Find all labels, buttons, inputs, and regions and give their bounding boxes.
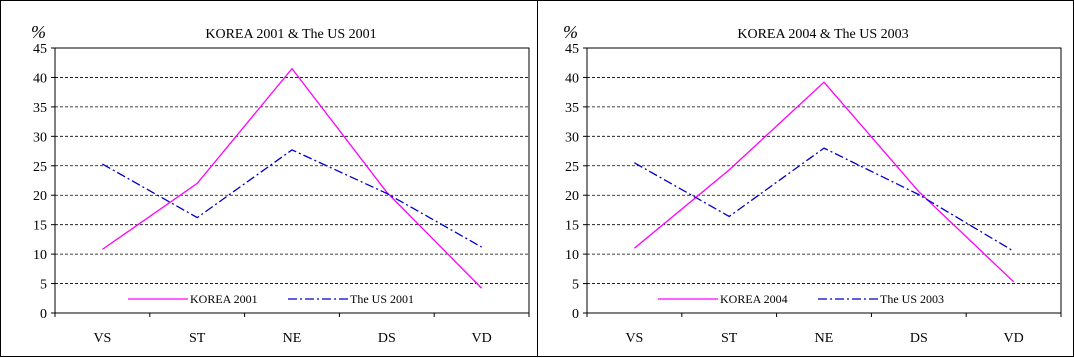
legend-label-1: The US 2001 xyxy=(350,292,414,306)
y-tick-label: 45 xyxy=(33,42,47,57)
y-axis-label: % xyxy=(563,22,578,42)
y-axis-label: % xyxy=(31,22,46,42)
y-tick-label: 40 xyxy=(565,71,579,86)
chart-panel-korea-2004: 0 5 10 15 20 25 30 35 40 45 VS ST NE DS VD% KOREA 2004 … xyxy=(537,0,1074,357)
y-tick-label: 10 xyxy=(565,248,579,263)
chart-panel-korea-2001: 0 5 10 15 20 25 30 35 40 45 VS ST NE DS VD% KOREA 2001 … xyxy=(0,0,538,357)
series-line-1 xyxy=(102,149,482,248)
x-tick-label-ds: DS xyxy=(910,331,928,346)
series-line-1 xyxy=(634,147,1014,252)
plot-area xyxy=(54,47,530,314)
y-tick-label: 5 xyxy=(40,278,47,293)
x-tick-label-vd: VD xyxy=(471,331,491,346)
x-tick-label-vd: VD xyxy=(1003,331,1023,346)
x-tick-label-ne: NE xyxy=(283,331,302,346)
legend-label-0: KOREA 2004 xyxy=(720,292,788,306)
y-tick-label: 30 xyxy=(565,130,579,145)
x-tick-label-ne: NE xyxy=(815,331,834,346)
y-tick-label: 10 xyxy=(33,248,47,263)
y-tick-label: 20 xyxy=(565,189,579,204)
x-tick-label-vs: VS xyxy=(625,331,643,346)
y-tick-label: 20 xyxy=(33,189,47,204)
y-tick-label: 15 xyxy=(33,219,47,234)
x-tick-label-st: ST xyxy=(189,331,206,346)
x-tick-label-ds: DS xyxy=(378,331,396,346)
chart-title: KOREA 2004 & The US 2003 xyxy=(737,27,908,42)
y-tick-label: 15 xyxy=(565,219,579,234)
chart-korea-2001-vs-us-2001: 0 5 10 15 20 25 30 35 40 45 VS ST NE DS VD% KOREA 2001 … xyxy=(31,22,530,346)
y-tick-label: 35 xyxy=(33,101,47,116)
chart-title: KOREA 2001 & The US 2001 xyxy=(205,27,376,42)
series-line-0 xyxy=(633,81,1015,283)
x-tick-label-st: ST xyxy=(721,331,738,346)
y-tick-label: 0 xyxy=(40,307,47,322)
legend-label-1: The US 2003 xyxy=(880,292,944,306)
y-tick-label: 40 xyxy=(33,71,47,86)
plot-area xyxy=(586,47,1062,314)
y-tick-label: 35 xyxy=(565,101,579,116)
y-tick-label: 30 xyxy=(33,130,47,145)
y-tick-label: 25 xyxy=(565,160,579,175)
y-tick-label: 0 xyxy=(572,307,579,322)
series-line-0 xyxy=(102,67,483,289)
y-tick-label: 45 xyxy=(565,42,579,57)
y-tick-label: 5 xyxy=(572,278,579,293)
chart-korea-2004-vs-us-2003: 0 5 10 15 20 25 30 35 40 45 VS ST NE DS VD% KOREA 2004 … xyxy=(563,22,1062,346)
y-tick-label: 25 xyxy=(33,160,47,175)
legend-label-0: KOREA 2001 xyxy=(190,292,258,306)
x-tick-label-vs: VS xyxy=(93,331,111,346)
